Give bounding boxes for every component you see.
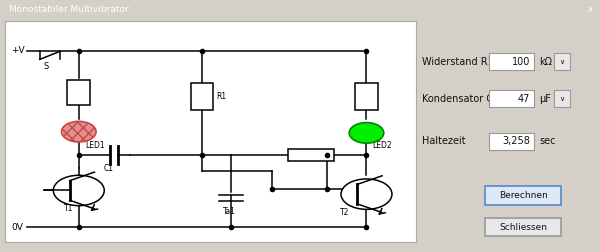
- Text: Berechnen: Berechnen: [499, 191, 548, 200]
- Text: C1: C1: [103, 164, 113, 173]
- Text: 47: 47: [518, 93, 530, 104]
- Text: ∨: ∨: [559, 59, 565, 65]
- Text: R1: R1: [217, 92, 227, 101]
- Bar: [489, 53, 534, 70]
- Text: 100: 100: [512, 57, 530, 67]
- Text: Schliessen: Schliessen: [499, 223, 547, 232]
- Bar: [554, 53, 570, 70]
- Circle shape: [62, 121, 96, 142]
- Text: x: x: [587, 6, 593, 14]
- Bar: [191, 83, 214, 110]
- Text: LED1: LED1: [85, 141, 104, 150]
- Circle shape: [349, 123, 384, 143]
- Text: Ta1: Ta1: [223, 207, 236, 216]
- Text: ∨: ∨: [559, 96, 565, 102]
- Text: sec: sec: [539, 137, 556, 146]
- Circle shape: [53, 175, 104, 206]
- Bar: [485, 218, 561, 236]
- Bar: [489, 133, 534, 150]
- Bar: [489, 90, 534, 107]
- Bar: [485, 186, 561, 205]
- Circle shape: [341, 179, 392, 209]
- Text: T2: T2: [340, 208, 349, 217]
- Text: 0V: 0V: [11, 223, 23, 232]
- Bar: [554, 90, 570, 107]
- Text: LED2: LED2: [373, 141, 392, 150]
- Bar: [67, 80, 90, 105]
- Text: μF: μF: [539, 93, 551, 104]
- Text: Haltezeit: Haltezeit: [422, 137, 466, 146]
- Text: S: S: [44, 62, 49, 71]
- Text: T1: T1: [64, 204, 74, 213]
- Text: Kondensator C1: Kondensator C1: [422, 93, 500, 104]
- Text: Widerstand R1: Widerstand R1: [422, 57, 494, 67]
- Bar: [289, 149, 334, 161]
- Text: +V: +V: [11, 46, 25, 55]
- Text: kΩ: kΩ: [539, 57, 553, 67]
- Text: 3,258: 3,258: [503, 137, 530, 146]
- Bar: [355, 83, 378, 110]
- Text: Monostabiler Multivibrator: Monostabiler Multivibrator: [9, 6, 129, 14]
